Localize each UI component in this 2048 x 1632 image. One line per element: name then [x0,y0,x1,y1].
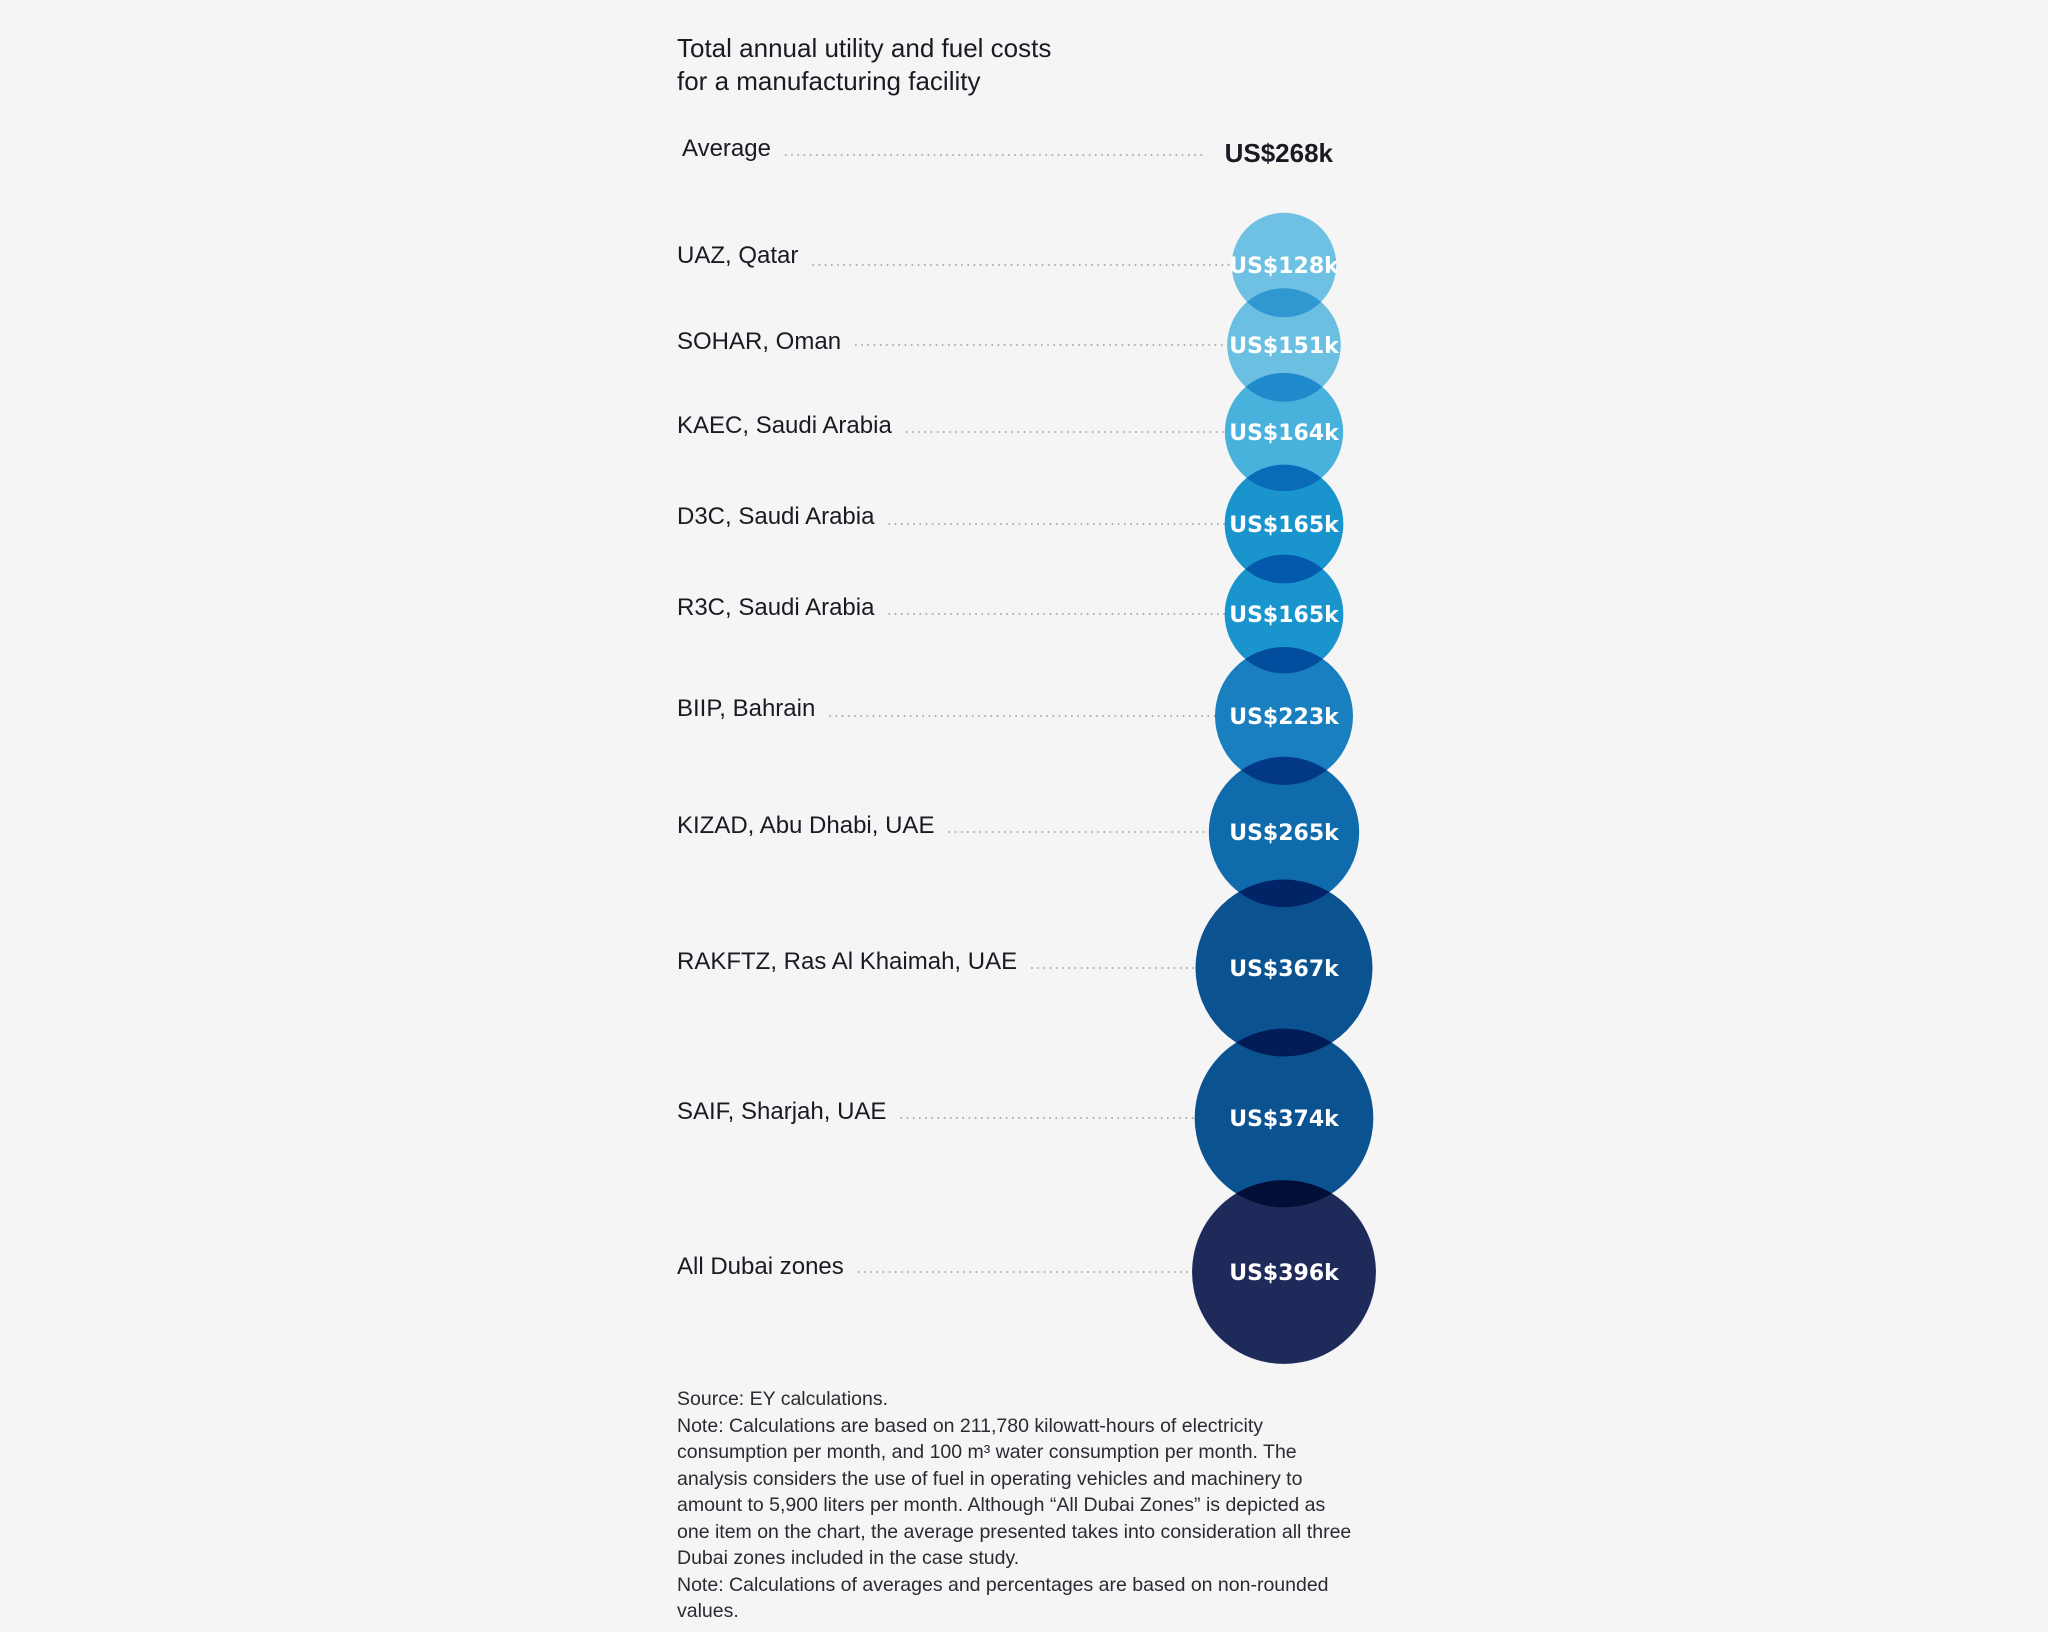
methodology-note: Note: Calculations are based on 211,780 … [677,1414,1357,1570]
category-label: D3C, Saudi Arabia [677,503,875,530]
category-label: All Dubai zones [677,1253,844,1280]
bubble [1194,1028,1374,1208]
bubble-value-label: US$165k [1229,513,1340,538]
category-label: KAEC, Saudi Arabia [677,412,892,439]
bubble-value-label: US$396k [1229,1261,1340,1286]
rounding-note: Note: Calculations of averages and perce… [677,1573,1334,1623]
bubble-value-label: US$165k [1229,603,1340,628]
category-label: SOHAR, Oman [677,328,841,355]
average-label: Average [682,135,771,162]
bubble-value-label: US$128k [1229,254,1340,279]
bubble-value-label: US$374k [1229,1107,1340,1132]
bubble-value-label: US$265k [1229,821,1340,846]
bubble [1195,879,1373,1057]
bubble-value-label: US$223k [1229,705,1340,730]
chart-title-text: Total annual utility and fuel costs for … [677,33,1052,96]
category-label: BIIP, Bahrain [677,695,815,722]
category-label: SAIF, Sharjah, UAE [677,1098,886,1125]
bubble [1208,756,1360,908]
bubble [1224,554,1344,674]
chart-title: Total annual utility and fuel costs for … [677,32,1051,98]
source-note: Source: EY calculations. [677,1388,889,1410]
bubble [1215,647,1353,785]
bubble [1227,288,1341,402]
category-label: KIZAD, Abu Dhabi, UAE [677,812,934,839]
bubble-value-label: US$151k [1229,334,1340,359]
category-label: R3C, Saudi Arabia [677,594,875,621]
bubble-value-label: US$164k [1229,421,1340,446]
bubble [1231,212,1337,318]
bubble [1224,464,1344,584]
average-value: US$268k [1225,138,1334,168]
bubble [1192,1180,1376,1364]
chart-notes: Source: EY calculations. Note: Calculati… [677,1386,1357,1625]
category-label: RAKFTZ, Ras Al Khaimah, UAE [677,948,1017,975]
bubble-value-label: US$367k [1229,957,1340,982]
bubble [1224,372,1344,492]
category-label: UAZ, Qatar [677,242,798,269]
